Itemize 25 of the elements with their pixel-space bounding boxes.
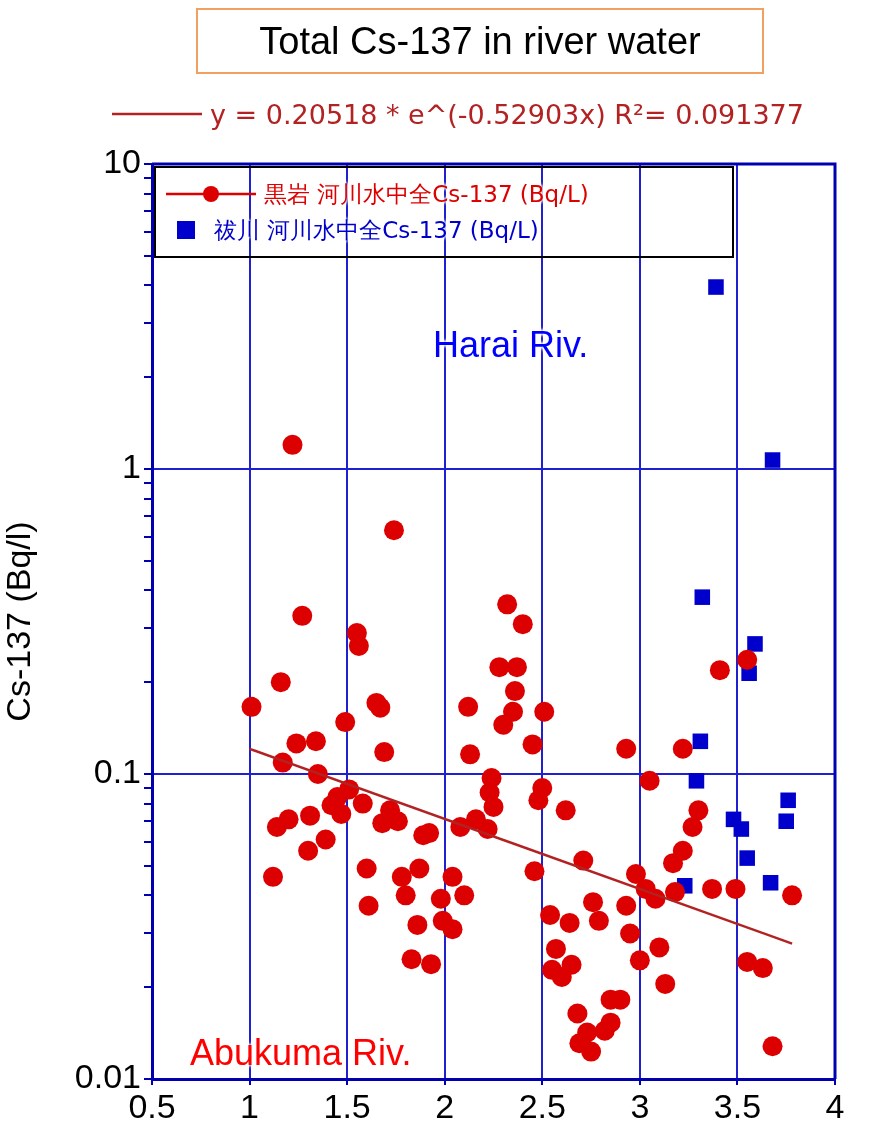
y-tick-label: 1 [122, 447, 141, 486]
y-axis-title: Cs-137 (Bq/l) [0, 521, 37, 722]
y-tick-label: 10 [103, 142, 141, 181]
x-tick-label: 3.5 [713, 1086, 762, 1125]
point [733, 821, 750, 837]
x-tick-label: 1 [240, 1086, 260, 1125]
point [694, 589, 711, 605]
point [688, 773, 705, 789]
x-tick-label: 1.5 [323, 1086, 371, 1125]
point [778, 813, 794, 830]
point [762, 874, 779, 891]
x-tick-label: 3 [630, 1086, 650, 1125]
x-tick-label: 4 [825, 1086, 845, 1125]
point [764, 452, 781, 468]
point [692, 733, 709, 750]
point [739, 850, 755, 866]
chart-title: Total Cs-137 in river water [196, 8, 764, 74]
point [780, 792, 796, 809]
y-tick-label: 0.1 [93, 752, 141, 791]
point [708, 279, 724, 295]
point [747, 636, 763, 652]
x-tick-label: 2.5 [518, 1086, 566, 1125]
legend-label: y = 0.20518 * e^(-0.52903x) R²= 0.091377 [210, 98, 804, 130]
x-tick-label: 2 [435, 1086, 455, 1125]
y-tick-label: 0.01 [74, 1057, 141, 1096]
